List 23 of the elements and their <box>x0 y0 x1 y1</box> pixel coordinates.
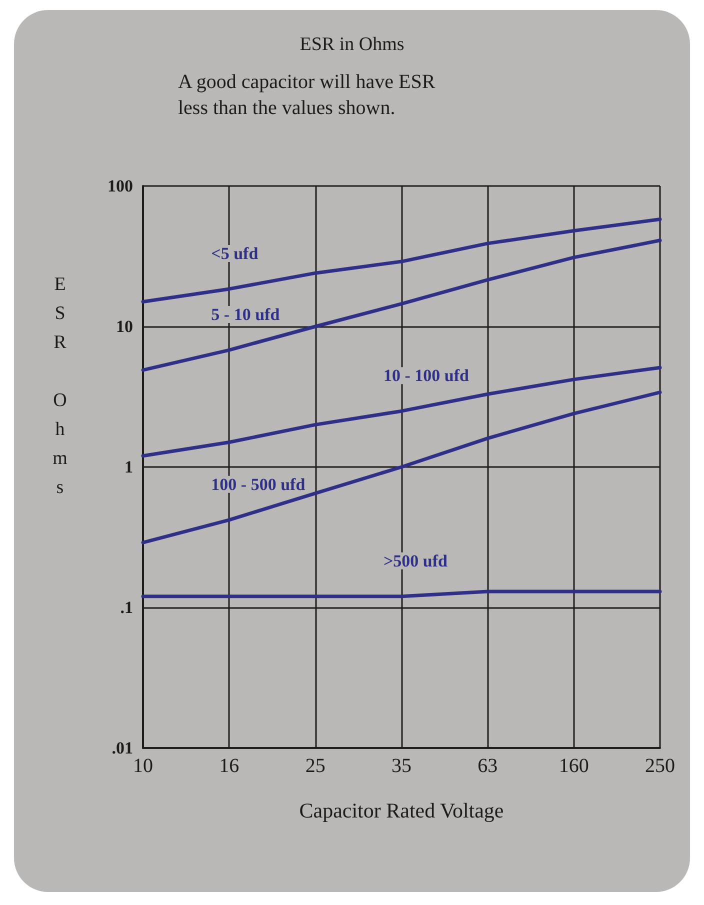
x-axis-title: Capacitor Rated Voltage <box>299 798 504 822</box>
series-label: >500 ufd <box>384 551 448 570</box>
x-tick-label: 63 <box>478 755 498 777</box>
y-tick-label: .1 <box>120 598 133 617</box>
text: ESR Ohms <box>52 274 68 498</box>
x-tick-label: 35 <box>392 755 412 777</box>
x-tick-label: 250 <box>645 755 675 777</box>
y-tick-label: 100 <box>108 176 133 196</box>
series-label: <5 ufd <box>211 244 259 263</box>
line-series <box>141 217 662 304</box>
series-label: 10 - 100 ufd <box>384 366 470 386</box>
series-label: 5 - 10 ufd <box>211 305 280 324</box>
line-series <box>141 366 662 458</box>
x-tick-label: 25 <box>305 755 326 777</box>
chart-subtitle: A good capacitor will have ESR less than the values shown. <box>178 71 436 119</box>
series-label: 100 - 500 ufd <box>211 474 306 494</box>
y-tick-label: 10 <box>116 317 133 336</box>
x-tick-label: 160 <box>558 755 589 777</box>
line-series <box>141 390 662 544</box>
chart-title: ESR in Ohms <box>300 34 404 55</box>
y-tick-label: .01 <box>112 738 133 758</box>
x-tick-label: 16 <box>219 755 240 777</box>
y-tick-label: 1 <box>124 458 133 476</box>
